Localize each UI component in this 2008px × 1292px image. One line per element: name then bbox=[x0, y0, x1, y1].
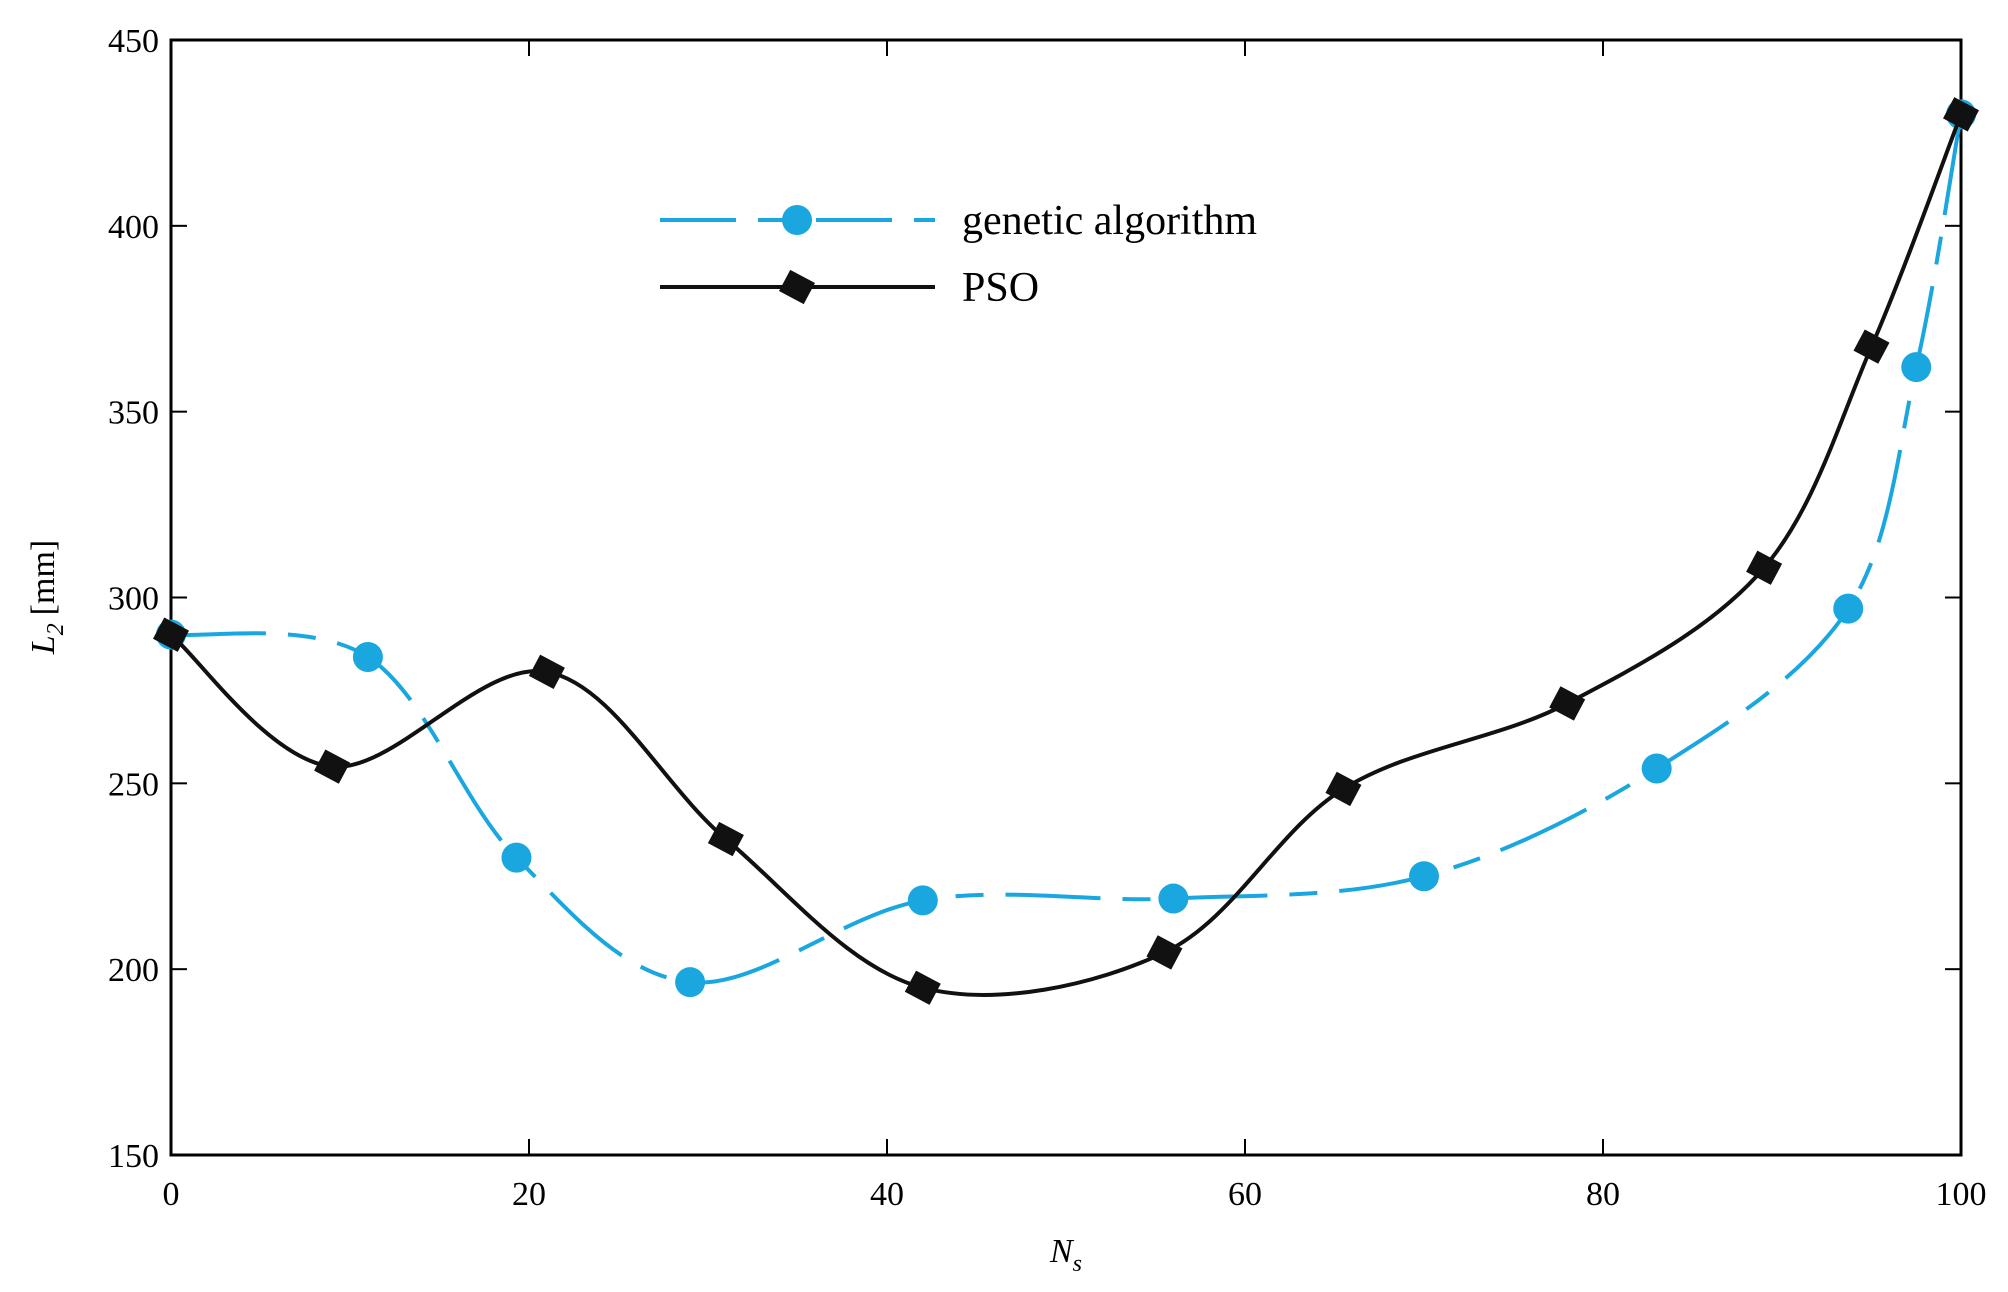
legend: genetic algorithm PSO bbox=[660, 198, 1257, 311]
data-point bbox=[707, 821, 744, 857]
data-point bbox=[1158, 883, 1189, 914]
x-tick-label: 80 bbox=[1586, 1176, 1620, 1213]
legend-marker bbox=[779, 269, 815, 305]
x-tick-label: 100 bbox=[1936, 1176, 1987, 1213]
data-point bbox=[1943, 97, 1979, 132]
data-point bbox=[675, 967, 706, 998]
x-tick-label: 20 bbox=[512, 1176, 546, 1213]
data-point bbox=[1409, 861, 1439, 892]
data-point bbox=[1641, 753, 1672, 784]
data-point bbox=[501, 842, 532, 873]
data-point bbox=[528, 654, 565, 690]
y-tick-label: 350 bbox=[108, 395, 159, 432]
x-tick-label: 40 bbox=[870, 1176, 904, 1213]
x-tick-label: 60 bbox=[1228, 1176, 1262, 1213]
y-tick-label: 400 bbox=[108, 209, 159, 246]
data-point bbox=[904, 970, 941, 1005]
y-tick-label: 450 bbox=[108, 23, 159, 60]
y-tick-label: 300 bbox=[108, 581, 159, 618]
data-point bbox=[1833, 593, 1864, 624]
data-point bbox=[1146, 935, 1183, 970]
data-point bbox=[314, 749, 351, 784]
y-tick-label: 250 bbox=[108, 766, 159, 803]
y-tick-label: 200 bbox=[108, 952, 159, 989]
data-point bbox=[153, 617, 189, 652]
x-tick-label: 0 bbox=[163, 1176, 180, 1213]
data-point bbox=[1746, 550, 1783, 585]
data-point bbox=[1901, 352, 1932, 383]
y-axis-title: L2[mm] bbox=[25, 540, 69, 655]
legend-label: PSO bbox=[962, 265, 1039, 311]
legend-label: genetic algorithm bbox=[962, 198, 1257, 244]
x-axis-title: Ns bbox=[1049, 1233, 1082, 1277]
legend-marker bbox=[782, 205, 812, 235]
y-tick-label: 150 bbox=[108, 1138, 159, 1175]
series-line bbox=[169, 113, 1963, 997]
axis-ticks: 0 20 40 60 80 100 150 200 250 300 350 400 450 bbox=[108, 23, 1987, 1213]
data-point bbox=[1549, 686, 1586, 721]
data-point bbox=[352, 641, 383, 672]
series-line bbox=[170, 113, 1963, 985]
series-layer bbox=[153, 97, 1979, 1005]
data-point bbox=[1853, 329, 1890, 364]
data-point bbox=[1325, 771, 1362, 807]
data-point bbox=[907, 885, 938, 916]
series-pso bbox=[153, 97, 1979, 1005]
